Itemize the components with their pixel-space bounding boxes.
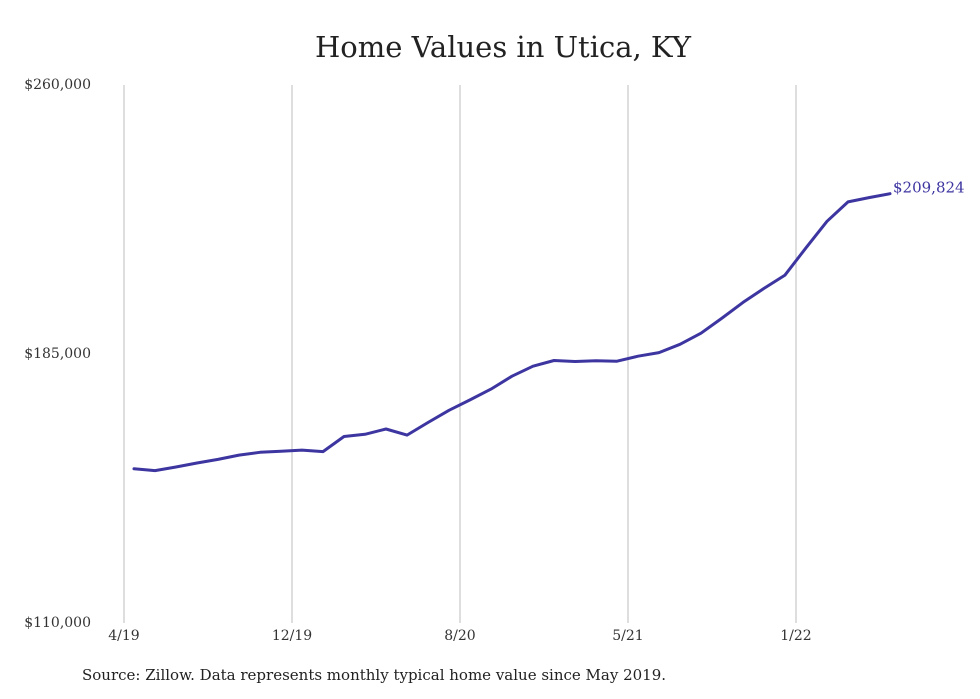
grid-lines bbox=[123, 85, 797, 623]
source-note: Source: Zillow. Data represents monthly … bbox=[82, 666, 667, 684]
x-axis-ticks: 4/19 12/19 8/20 5/21 1/22 bbox=[108, 628, 811, 644]
x-tick-label: 8/20 bbox=[444, 628, 475, 644]
end-value-label: $209,824 bbox=[893, 179, 965, 197]
y-tick-label: $110,000 bbox=[24, 615, 91, 631]
y-axis-ticks: $260,000 $185,000 $110,000 bbox=[24, 77, 91, 631]
series-line bbox=[132, 192, 892, 473]
x-tick-label: 4/19 bbox=[108, 628, 139, 644]
x-tick-label: 5/21 bbox=[612, 628, 643, 644]
y-tick-label: $260,000 bbox=[24, 77, 91, 93]
y-tick-label: $185,000 bbox=[24, 346, 91, 362]
x-tick-label: 1/22 bbox=[780, 628, 811, 644]
x-tick-label: 12/19 bbox=[272, 628, 312, 644]
chart-title: Home Values in Utica, KY bbox=[315, 30, 691, 64]
